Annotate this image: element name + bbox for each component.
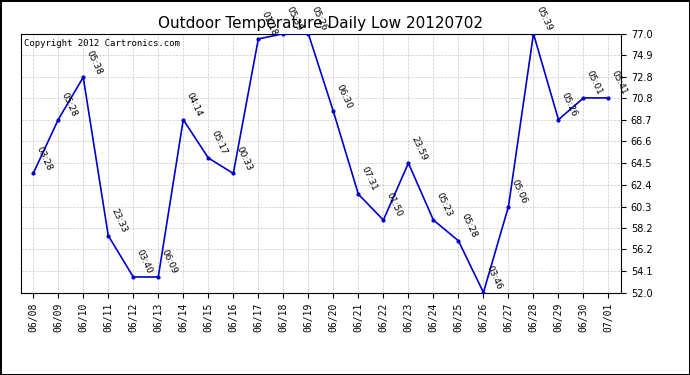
Text: 07:31: 07:31 bbox=[359, 165, 379, 193]
Text: 03:28: 03:28 bbox=[34, 145, 54, 172]
Text: 03:40: 03:40 bbox=[135, 249, 154, 276]
Text: 05:39: 05:39 bbox=[535, 5, 554, 32]
Title: Outdoor Temperature Daily Low 20120702: Outdoor Temperature Daily Low 20120702 bbox=[158, 16, 484, 31]
Text: 05:26: 05:26 bbox=[560, 91, 579, 118]
Text: 05:28: 05:28 bbox=[460, 212, 479, 239]
Text: 05:26: 05:26 bbox=[310, 5, 328, 32]
Text: 03:46: 03:46 bbox=[485, 264, 504, 291]
Text: 05:39: 05:39 bbox=[285, 5, 304, 32]
Text: Copyright 2012 Cartronics.com: Copyright 2012 Cartronics.com bbox=[23, 39, 179, 48]
Text: 05:23: 05:23 bbox=[435, 192, 454, 219]
Text: 23:59: 23:59 bbox=[410, 135, 428, 162]
Text: 06:09: 06:09 bbox=[159, 248, 179, 276]
Text: 05:41: 05:41 bbox=[610, 69, 629, 96]
Text: 23:33: 23:33 bbox=[110, 207, 128, 234]
Text: 00:33: 00:33 bbox=[235, 145, 254, 172]
Text: 05:06: 05:06 bbox=[510, 178, 529, 205]
Text: 05:01: 05:01 bbox=[585, 69, 604, 96]
Text: 06:30: 06:30 bbox=[335, 83, 354, 110]
Text: 05:28: 05:28 bbox=[59, 91, 79, 118]
Text: 01:50: 01:50 bbox=[385, 191, 404, 219]
Text: 05:38: 05:38 bbox=[85, 49, 104, 76]
Text: 01:18: 01:18 bbox=[259, 10, 279, 38]
Text: 04:14: 04:14 bbox=[185, 91, 204, 118]
Text: 05:17: 05:17 bbox=[210, 129, 229, 156]
